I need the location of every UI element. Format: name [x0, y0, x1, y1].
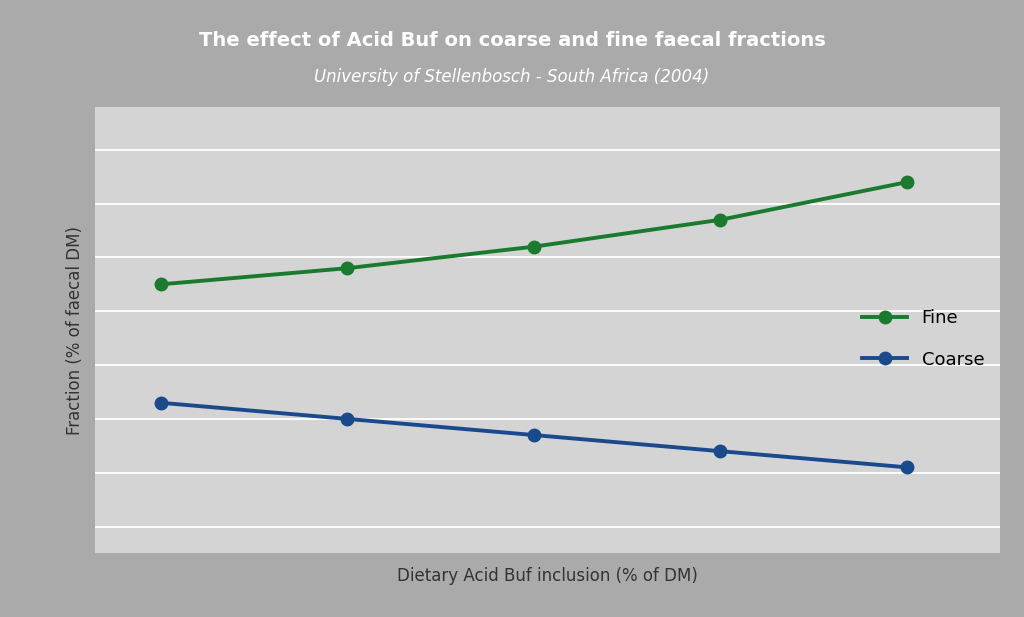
Text: University of Stellenbosch - South Africa (2004): University of Stellenbosch - South Afric… [314, 68, 710, 86]
X-axis label: Dietary Acid Buf inclusion (% of DM): Dietary Acid Buf inclusion (% of DM) [397, 568, 698, 586]
Text: The effect of Acid Buf on coarse and fine faecal fractions: The effect of Acid Buf on coarse and fin… [199, 31, 825, 50]
Legend: Fine, Coarse: Fine, Coarse [855, 302, 991, 376]
Y-axis label: Fraction (% of faecal DM): Fraction (% of faecal DM) [67, 226, 84, 434]
